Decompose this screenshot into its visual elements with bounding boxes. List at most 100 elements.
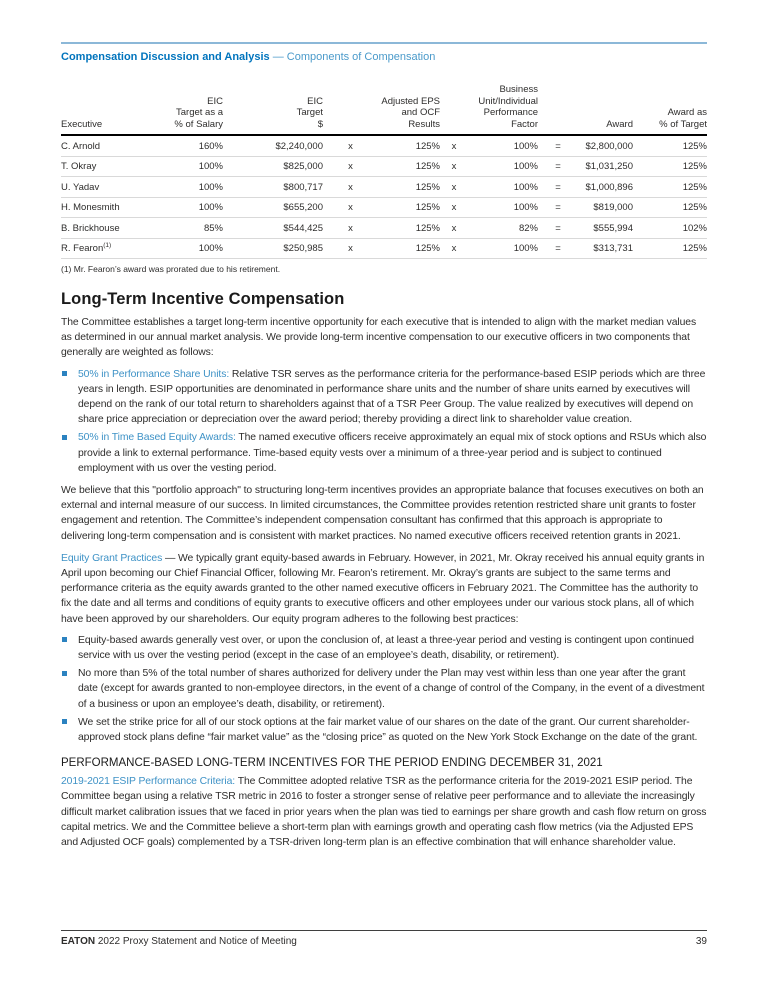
bullet-lead: 50% in Time Based Equity Awards:: [78, 432, 236, 444]
bullet-text: We set the strike price for all of our s…: [78, 716, 698, 744]
table-header-row: Executive EIC Target as a % of Salary EI…: [61, 84, 707, 136]
executive-name: R. Fearon: [61, 243, 104, 254]
cell-bu-factor: 100%: [468, 135, 538, 157]
practices-bullet-list: Equity-based awards generally vest over,…: [61, 633, 707, 745]
cell-op: =: [538, 217, 578, 239]
table-row: H. Monesmith 100% $655,200 x 125% x 100%…: [61, 197, 707, 218]
col-header-eic-target: EIC Target $: [223, 84, 323, 136]
paragraph-lead: Equity Grant Practices: [61, 552, 163, 564]
list-item: 50% in Performance Share Units: Relative…: [62, 367, 707, 428]
cell-award: $1,000,896: [578, 176, 633, 198]
cell-target-pct: 100%: [171, 238, 223, 259]
cell-op: x: [440, 197, 468, 218]
paragraph-text: The Committee adopted relative TSR as th…: [61, 776, 707, 849]
cell-op: x: [323, 197, 378, 218]
cell-eps-ocf: 125%: [378, 176, 440, 198]
page-number: 39: [695, 936, 707, 947]
bullet-square-icon: [62, 637, 67, 643]
page-heading-lti: Long-Term Incentive Compensation: [61, 290, 345, 308]
col-header-executive: Executive: [61, 84, 171, 136]
table-row: U. Yadav 100% $800,717 x 125% x 100% = $…: [61, 176, 707, 198]
cell-op: x: [323, 135, 378, 157]
cell-op: x: [323, 238, 378, 259]
eic-award-table: Executive EIC Target as a % of Salary EI…: [61, 84, 707, 259]
cell-award-pct: 125%: [633, 176, 707, 198]
cell-op: =: [538, 176, 578, 198]
cell-executive: R. Fearon(1): [61, 238, 171, 259]
cell-op: x: [323, 217, 378, 239]
paragraph-text: — We typically grant equity-based awards…: [61, 552, 705, 625]
footnote-marker: (1): [103, 241, 112, 249]
col-header-award-pct: Award as % of Target: [633, 84, 707, 136]
col-header-op2: [440, 84, 468, 136]
bullet-text: Relative TSR serves as the performance c…: [78, 368, 706, 426]
cell-eps-ocf: 125%: [378, 238, 440, 259]
cell-award-pct: 102%: [633, 217, 707, 239]
bullet-lead: 50% in Performance Share Units:: [78, 368, 230, 380]
bullet-square-icon: [62, 719, 67, 725]
cell-eps-ocf: 125%: [378, 217, 440, 239]
cell-op: =: [538, 197, 578, 218]
bullet-text: No more than 5% of the total number of s…: [78, 668, 705, 710]
list-item: We set the strike price for all of our s…: [62, 715, 707, 745]
cell-award: $819,000: [578, 197, 633, 218]
col-header-op1: [323, 84, 378, 136]
table-row: R. Fearon(1) 100% $250,985 x 125% x 100%…: [61, 238, 707, 259]
cell-award-pct: 125%: [633, 156, 707, 177]
cell-eps-ocf: 125%: [378, 135, 440, 157]
cell-executive: T. Okray: [61, 156, 171, 177]
cell-op: =: [538, 156, 578, 177]
portfolio-paragraph: We believe that this "portfolio approach…: [61, 485, 704, 542]
paragraph-lead: 2019-2021 ESIP Performance Criteria:: [61, 776, 236, 788]
cell-op: =: [538, 238, 578, 259]
header-rule: [61, 42, 707, 44]
cell-award: $2,800,000: [578, 135, 633, 157]
col-header-bu-factor: Business Unit/Individual Performance Fac…: [468, 84, 538, 136]
bullet-text: The named executive officers receive app…: [78, 432, 707, 474]
cell-executive: C. Arnold: [61, 135, 171, 157]
footer-brand: EATON: [61, 936, 96, 947]
cell-op: x: [440, 238, 468, 259]
page-content: Compensation Discussion and Analysis — C…: [61, 42, 707, 850]
cell-bu-factor: 100%: [468, 197, 538, 218]
table-footnote: (1) Mr. Fearon’s award was prorated due …: [61, 264, 281, 274]
subsection-title: — Components of Compensation: [272, 51, 436, 63]
cell-target: $655,200: [223, 197, 323, 218]
cell-target-pct: 85%: [171, 217, 223, 239]
list-item: No more than 5% of the total number of s…: [62, 666, 707, 712]
col-header-eic-target-pct: EIC Target as a % of Salary: [171, 84, 223, 136]
cell-op: x: [323, 176, 378, 198]
cell-target: $800,717: [223, 176, 323, 198]
col-header-award: Award: [578, 84, 633, 136]
equity-grant-paragraph: Equity Grant Practices — We typically gr…: [61, 551, 707, 627]
cell-eps-ocf: 125%: [378, 197, 440, 218]
cell-op: x: [323, 156, 378, 177]
cell-target-pct: 100%: [171, 197, 223, 218]
cell-bu-factor: 100%: [468, 176, 538, 198]
col-header-op3: [538, 84, 578, 136]
cell-target: $250,985: [223, 238, 323, 259]
cell-executive: H. Monesmith: [61, 197, 171, 218]
cell-executive: U. Yadav: [61, 176, 171, 198]
cell-op: x: [440, 176, 468, 198]
cell-target: $544,425: [223, 217, 323, 239]
cell-executive: B. Brickhouse: [61, 217, 171, 239]
list-item: 50% in Time Based Equity Awards: The nam…: [62, 430, 707, 476]
section-heading-performance: PERFORMANCE-BASED LONG-TERM INCENTIVES F…: [61, 757, 603, 770]
cell-op: =: [538, 135, 578, 157]
performance-paragraph: 2019-2021 ESIP Performance Criteria: The…: [61, 774, 707, 850]
table-row: T. Okray 100% $825,000 x 125% x 100% = $…: [61, 156, 707, 177]
list-item: Equity-based awards generally vest over,…: [62, 633, 707, 663]
cell-award: $1,031,250: [578, 156, 633, 177]
bullet-text: Equity-based awards generally vest over,…: [78, 634, 694, 662]
cell-award-pct: 125%: [633, 135, 707, 157]
footer-title: EATON 2022 Proxy Statement and Notice of…: [61, 936, 297, 948]
cell-target-pct: 100%: [171, 176, 223, 198]
cell-award: $555,994: [578, 217, 633, 239]
cell-op: x: [440, 135, 468, 157]
footer-text: 2022 Proxy Statement and Notice of Meeti…: [97, 936, 297, 947]
cell-award: $313,731: [578, 238, 633, 259]
cell-eps-ocf: 125%: [378, 156, 440, 177]
cell-op: x: [440, 156, 468, 177]
table-row: B. Brickhouse 85% $544,425 x 125% x 82% …: [61, 217, 707, 239]
